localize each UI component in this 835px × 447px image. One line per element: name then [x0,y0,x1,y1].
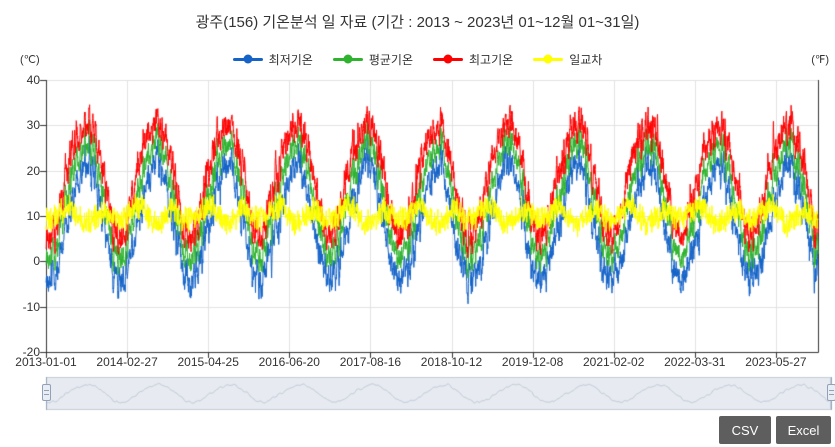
legend-item-3[interactable]: 최고기온 [433,51,513,68]
y-axis-label: 40 [26,73,40,87]
x-axis-label: 2023-05-27 [745,355,807,369]
csv-button[interactable]: CSV [719,416,771,444]
legend-dot-icon [243,54,253,64]
navigator[interactable] [46,377,831,410]
y-axis-label: 10 [26,209,40,223]
legend-line-marker-icon [433,54,464,64]
legend-item-2[interactable]: 평균기온 [332,51,414,68]
legend-label: 최저기온 [268,52,313,67]
legend-item-4[interactable]: 일교차 [533,51,602,68]
left-axis-unit-celsius: (℃) [20,54,40,66]
legend: 최저기온 평균기온 최고기온 일교차 [0,50,835,68]
right-axis-unit-fahrenheit: (℉) [811,54,829,66]
legend-label: 최고기온 [469,52,514,67]
y-axis-label: -20 [22,345,40,359]
x-axis-label: 2021-02-02 [583,355,645,369]
y-axis-label: 30 [26,118,40,133]
legend-dot-icon [343,54,353,64]
legend-line-marker-icon [232,54,263,64]
navigator-handle-left[interactable] [42,384,51,401]
x-axis-label: 2013-01-01 [15,355,77,369]
x-axis-label: 2022-03-31 [664,355,726,369]
x-axis-label: 2017-08-16 [339,355,402,369]
x-axis-label: 2016-06-20 [258,355,320,369]
y-axis-label: -10 [22,299,40,314]
chart-title: 광주(156) 기온분석 일 자료 (기간 : 2013 ~ 2023년 01~… [195,14,640,31]
legend-line-marker-icon [533,54,564,64]
legend-dot-icon [443,54,453,64]
excel-button[interactable]: Excel [776,416,831,444]
x-axis-label: 2015-04-25 [177,355,239,369]
y-axis-label: 20 [26,163,40,178]
x-axis-label: 2019-12-08 [501,355,564,369]
y-axis-label: 0 [33,254,40,269]
legend-label: 평균기온 [368,52,414,67]
x-axis-label: 2018-10-12 [420,355,483,369]
legend-label: 일교차 [569,52,603,67]
navigator-handle-right[interactable] [827,384,835,401]
legend-line-marker-icon [332,54,363,64]
legend-item-1[interactable]: 최저기온 [232,51,313,68]
x-axis-label: 2014-02-27 [96,355,158,369]
legend-dot-icon [543,54,553,64]
